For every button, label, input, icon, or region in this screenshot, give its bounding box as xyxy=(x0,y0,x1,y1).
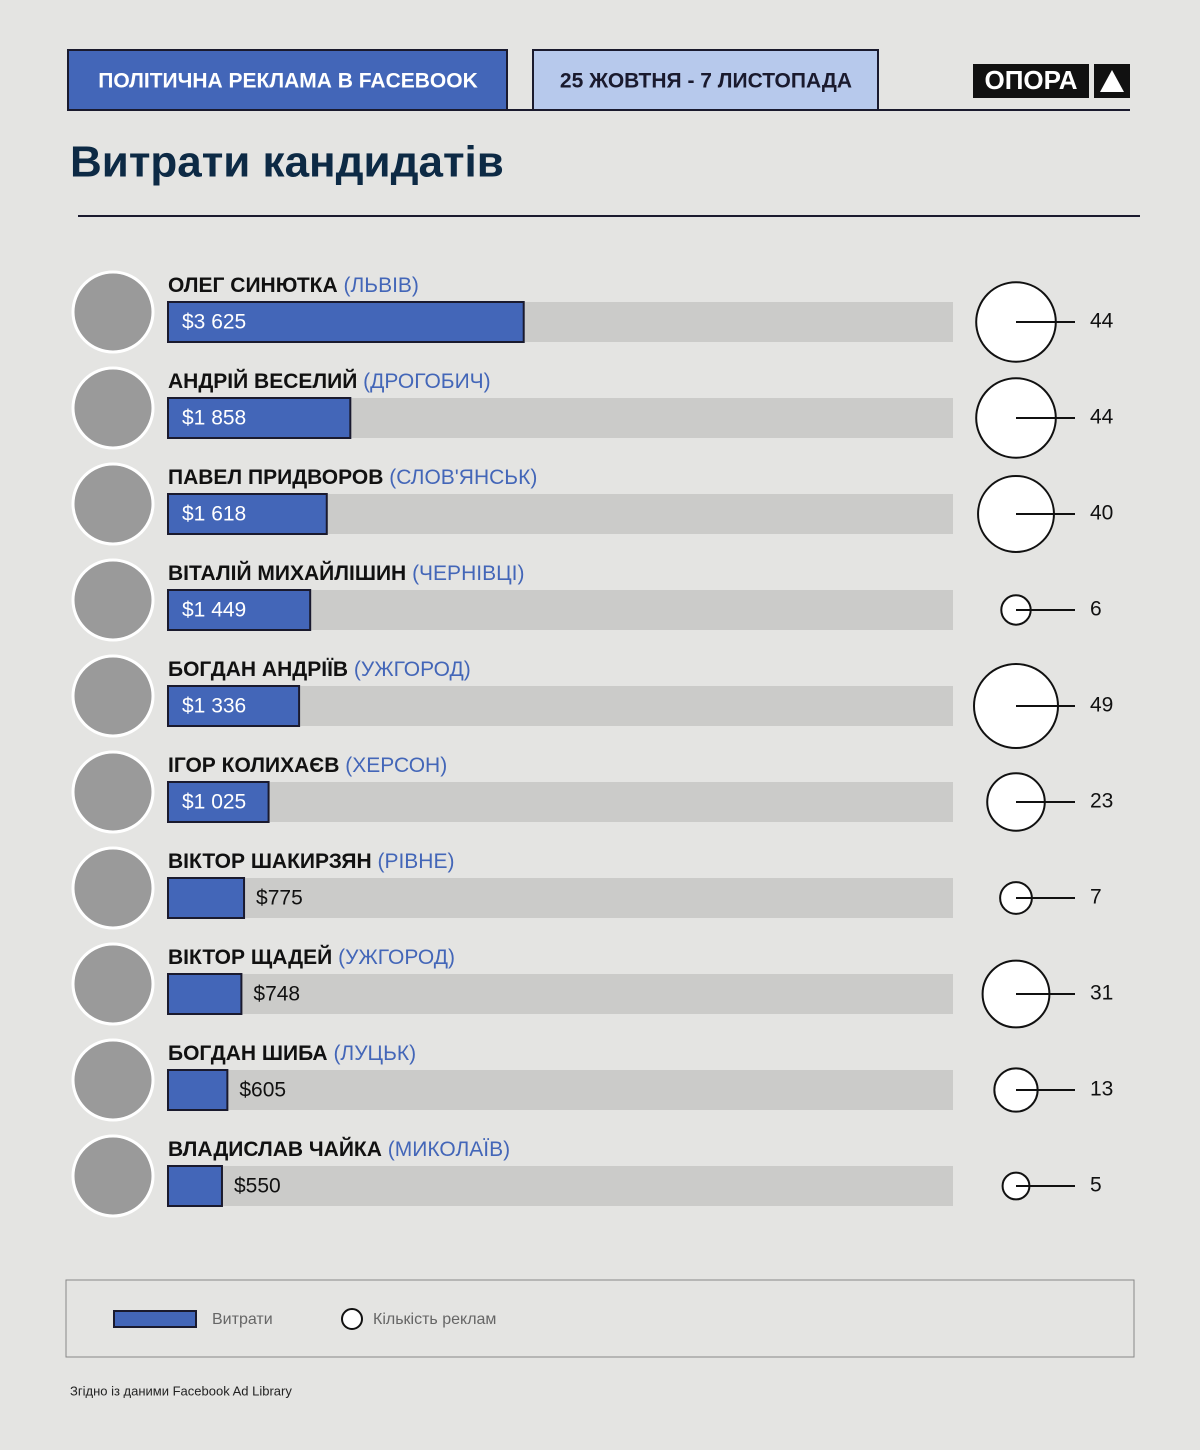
candidate-name: БОГДАН АНДРІЇВ xyxy=(168,658,348,681)
legend-swatch-bubble xyxy=(341,1308,363,1330)
candidate-city: (ЧЕРНІВЦІ) xyxy=(412,562,524,585)
photo xyxy=(71,462,155,546)
ad-count-label: 49 xyxy=(1090,694,1113,717)
candidate-city: (ЛУЦЬК) xyxy=(333,1042,416,1065)
photo xyxy=(71,1038,155,1122)
bar xyxy=(167,685,301,727)
legend-box xyxy=(65,1279,1135,1358)
bar-value-label: $3 625 xyxy=(182,311,246,334)
photo xyxy=(71,366,155,450)
ad-count-label: 5 xyxy=(1090,1174,1102,1197)
bar-value-label: $1 858 xyxy=(182,407,246,430)
ad-count-label: 23 xyxy=(1090,790,1113,813)
bar-track xyxy=(168,974,953,1014)
legend: Витрати Кількість реклам xyxy=(113,1308,496,1330)
ad-count-label: 7 xyxy=(1090,886,1102,909)
bar xyxy=(167,589,312,631)
logo: ОПОРА xyxy=(985,65,1078,95)
bar-value-label: $775 xyxy=(256,887,303,910)
candidate-label: ВІКТОР ШАКИРЗЯН (РІВНЕ) xyxy=(168,850,454,873)
bar xyxy=(167,397,352,439)
ad-count-label: 44 xyxy=(1090,310,1114,333)
rows: ОЛЕГ СИНЮТКА (ЛЬВІВ) $3 625 44 АНДРІЙ ВЕСЕЛ… xyxy=(71,270,1114,1218)
candidate-name: АНДРІЙ ВЕСЕЛИЙ xyxy=(168,369,357,393)
photo xyxy=(71,942,155,1026)
candidate-name: ПАВЕЛ ПРИДВОРОВ xyxy=(168,466,383,489)
legend-label: Витрати xyxy=(212,1311,273,1328)
period-box xyxy=(532,49,879,111)
candidate-label: ВІКТОР ЩАДЕЙ (УЖГОРОД) xyxy=(168,945,455,969)
candidate-city: (УЖГОРОД) xyxy=(354,658,471,681)
bar-track xyxy=(168,1166,953,1206)
ad-count-label: 6 xyxy=(1090,598,1102,621)
bar xyxy=(167,493,328,535)
period: 25 ЖОВТНЯ - 7 ЛИСТОПАДА xyxy=(560,70,852,93)
ad-count-label: 40 xyxy=(1090,502,1113,525)
candidate-label: БОГДАН АНДРІЇВ (УЖГОРОД) xyxy=(168,658,471,681)
photo xyxy=(71,270,155,354)
ad-count-label: 44 xyxy=(1090,406,1114,429)
candidate-label: ПАВЕЛ ПРИДВОРОВ (СЛОВ'ЯНСЬК) xyxy=(168,466,537,489)
bar-value-label: $1 336 xyxy=(182,695,246,718)
candidate-label: ВІТАЛІЙ МИХАЙЛІШИН (ЧЕРНІВЦІ) xyxy=(168,561,524,585)
candidate-label: ОЛЕГ СИНЮТКА (ЛЬВІВ) xyxy=(168,274,419,297)
bar xyxy=(167,877,246,919)
bar-track xyxy=(168,878,953,918)
candidate-name: ОЛЕГ СИНЮТКА xyxy=(168,274,338,297)
photo xyxy=(71,846,155,930)
candidate-name: ВЛАДИСЛАВ ЧАЙКА xyxy=(168,1137,382,1161)
legend-label: Кількість реклам xyxy=(373,1311,496,1328)
bar-value-label: $605 xyxy=(239,1079,286,1102)
candidate-label: АНДРІЙ ВЕСЕЛИЙ (ДРОГОБИЧ) xyxy=(168,369,491,393)
bar-value-label: $748 xyxy=(253,983,300,1006)
bar xyxy=(167,1165,223,1207)
bar xyxy=(167,301,525,343)
candidate-city: (ДРОГОБИЧ) xyxy=(363,370,491,393)
bar xyxy=(167,973,243,1015)
candidate-name: ВІТАЛІЙ МИХАЙЛІШИН xyxy=(168,561,406,585)
candidate-label: ІГОР КОЛИХАЄВ (ХЕРСОН) xyxy=(168,754,447,777)
photo xyxy=(71,750,155,834)
candidate-label: БОГДАН ШИБА (ЛУЦЬК) xyxy=(168,1042,416,1065)
candidate-city: (МИКОЛАЇВ) xyxy=(388,1138,510,1161)
bar xyxy=(167,781,270,823)
logo-triangle xyxy=(1100,70,1124,92)
legend-swatch-bar xyxy=(113,1310,197,1328)
candidate-city: (РІВНЕ) xyxy=(377,850,454,873)
tag-box xyxy=(67,49,508,111)
ad-count-label: 13 xyxy=(1090,1078,1113,1101)
logo-box xyxy=(973,64,1089,98)
source: Згідно із даними Facebook Ad Library xyxy=(70,1383,292,1398)
candidate-city: (ХЕРСОН) xyxy=(345,754,447,777)
candidate-name: ІГОР КОЛИХАЄВ xyxy=(168,754,339,777)
bar-track xyxy=(168,782,953,822)
candidate-city: (СЛОВ'ЯНСЬК) xyxy=(389,466,537,489)
bar-value-label: $1 618 xyxy=(182,503,246,526)
candidate-city: (УЖГОРОД) xyxy=(338,946,455,969)
bar-value-label: $1 449 xyxy=(182,599,246,622)
candidate-name: ВІКТОР ШАКИРЗЯН xyxy=(168,850,372,873)
chart-title: Витрати кандидатів xyxy=(70,138,504,187)
photo xyxy=(71,558,155,642)
candidate-label: ВЛАДИСЛАВ ЧАЙКА (МИКОЛАЇВ) xyxy=(168,1137,510,1161)
bar-value-label: $1 025 xyxy=(182,791,246,814)
bar-value-label: $550 xyxy=(234,1175,281,1198)
candidate-name: ВІКТОР ЩАДЕЙ xyxy=(168,945,332,969)
ad-count-label: 31 xyxy=(1090,982,1113,1005)
candidate-name: БОГДАН ШИБА xyxy=(168,1042,328,1065)
photo xyxy=(71,1134,155,1218)
bar xyxy=(167,1069,229,1111)
photo xyxy=(71,654,155,738)
tag: ПОЛІТИЧНА РЕКЛАМА В FACEBOOK xyxy=(98,70,478,93)
candidate-city: (ЛЬВІВ) xyxy=(344,274,419,297)
bar-track xyxy=(168,1070,953,1110)
